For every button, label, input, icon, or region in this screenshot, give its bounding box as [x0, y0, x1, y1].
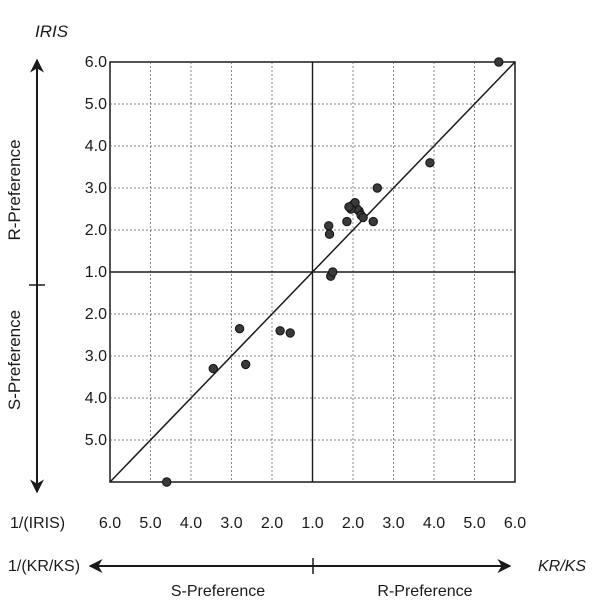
- data-point: [344, 202, 354, 212]
- data-point: [208, 363, 218, 374]
- data-point: [368, 216, 378, 227]
- data-point: [342, 216, 352, 227]
- unity-line: [109, 61, 516, 483]
- data-point: [372, 183, 382, 193]
- x-tick-label: 4.0: [180, 515, 202, 532]
- y-lower-region-label: S-Preference: [5, 310, 24, 410]
- data-point: [234, 324, 245, 334]
- x-tick-label: 4.0: [423, 515, 445, 532]
- data-point: [275, 326, 285, 336]
- x-left-region-label: S-Preference: [171, 583, 265, 600]
- x-tick-label: 3.0: [220, 515, 242, 532]
- y-tick-label: 5.0: [85, 432, 107, 449]
- data-point: [324, 229, 335, 239]
- y-top-label: IRIS: [35, 22, 69, 41]
- y-tick-labels: 6.0 5.0 4.0 3.0 2.0 1.0 2.0 3.0 4.0 5.0: [85, 54, 107, 449]
- x-tick-labels: 6.0 5.0 4.0 3.0 2.0 1.0 2.0 3.0 4.0 5.0 6.0: [99, 515, 526, 532]
- y-tick-label: 2.0: [85, 306, 107, 323]
- data-point: [358, 212, 368, 223]
- data-points: [162, 57, 504, 487]
- x-tick-label: 2.0: [261, 515, 283, 532]
- y-upper-region-label: R-Preference: [5, 139, 24, 240]
- x-axis-left-label: 1/(KR/KS): [8, 558, 80, 575]
- y-tick-label: 4.0: [85, 138, 107, 155]
- data-point: [285, 328, 295, 338]
- x-row-label: 1/(IRIS): [10, 515, 65, 532]
- y-tick-label: 3.0: [85, 180, 107, 197]
- data-point: [494, 57, 504, 67]
- data-point: [162, 477, 172, 487]
- x-tick-label: 2.0: [342, 515, 364, 532]
- x-tick-label: 5.0: [463, 515, 485, 532]
- y-tick-label: 2.0: [85, 222, 107, 239]
- data-point: [240, 359, 251, 370]
- data-point: [328, 267, 338, 277]
- y-tick-label: 6.0: [85, 54, 107, 71]
- x-axis-right-label: KR/KS: [538, 558, 586, 575]
- x-right-region-label: R-Preference: [377, 583, 472, 600]
- data-point: [324, 221, 334, 231]
- y-tick-label: 5.0: [85, 96, 107, 113]
- x-tick-label: 6.0: [504, 515, 526, 532]
- y-tick-label: 1.0: [85, 264, 107, 281]
- x-tick-label: 1.0: [301, 515, 323, 532]
- y-tick-label: 3.0: [85, 348, 107, 365]
- x-tick-label: 3.0: [382, 515, 404, 532]
- x-tick-label: 6.0: [99, 515, 121, 532]
- grid: [110, 62, 515, 482]
- x-tick-label: 5.0: [139, 515, 161, 532]
- y-tick-label: 4.0: [85, 390, 107, 407]
- data-point: [425, 158, 435, 168]
